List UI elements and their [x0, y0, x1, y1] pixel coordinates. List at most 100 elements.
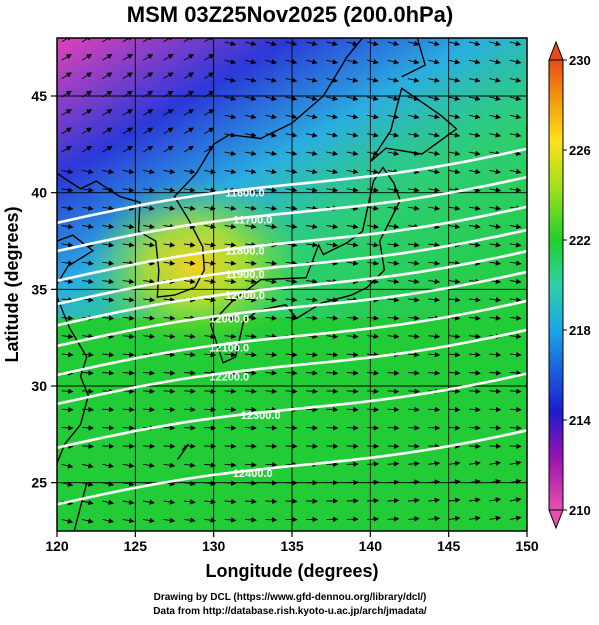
y-tick-label: 25 — [31, 475, 47, 491]
wind-arrow — [265, 315, 278, 321]
wind-arrow — [468, 77, 481, 83]
wind-arrow — [204, 242, 217, 248]
wind-arrow — [306, 132, 318, 138]
contour-line — [57, 249, 527, 327]
wind-arrow — [102, 127, 113, 135]
wind-arrow — [326, 77, 339, 83]
wind-arrow — [448, 352, 461, 358]
wind-arrow — [407, 425, 420, 431]
wind-arrow — [265, 95, 277, 102]
wind-arrow — [102, 518, 115, 524]
wind-arrow — [306, 223, 318, 230]
wind-arrow — [244, 406, 257, 413]
wind-arrow — [509, 40, 522, 47]
wind-arrow — [82, 187, 94, 193]
wind-arrow — [407, 461, 420, 467]
wind-arrow — [224, 40, 237, 47]
wind-arrow — [387, 297, 400, 303]
wind-arrow — [122, 54, 133, 61]
wind-arrow — [326, 406, 339, 413]
wind-arrow — [143, 242, 155, 248]
x-tick-label: 145 — [437, 538, 461, 554]
wind-arrow — [509, 406, 522, 413]
wind-arrow — [82, 443, 94, 449]
wind-arrow — [448, 479, 461, 485]
wind-arrow — [367, 95, 379, 102]
wind-arrow — [407, 114, 420, 120]
wind-arrow — [509, 223, 522, 230]
wind-arrow — [61, 168, 74, 175]
wind-arrow — [387, 242, 400, 248]
wind-arrow — [143, 388, 155, 394]
wind-arrow — [224, 480, 237, 486]
wind-arrow — [265, 260, 278, 266]
wind-arrow — [346, 315, 359, 321]
x-tick-label: 150 — [515, 538, 539, 554]
wind-arrow — [468, 132, 481, 138]
wind-arrow — [244, 59, 257, 65]
x-tick-label: 130 — [202, 538, 226, 554]
wind-arrow — [244, 333, 257, 340]
wind-arrow — [306, 95, 318, 102]
wind-arrow — [367, 187, 379, 193]
wind-arrow — [82, 352, 94, 358]
wind-arrow — [326, 223, 339, 230]
wind-arrow — [285, 352, 298, 358]
y-tick-label: 30 — [31, 378, 47, 394]
wind-arrow — [448, 40, 461, 47]
wind-arrow — [102, 187, 115, 193]
wind-arrow — [265, 205, 278, 211]
wind-arrow — [204, 90, 215, 98]
contour-label: 12400.0 — [233, 468, 273, 480]
wind-arrow — [163, 352, 176, 358]
wind-arrow — [265, 278, 278, 285]
x-tick-label: 140 — [359, 538, 383, 554]
wind-arrow — [204, 278, 217, 285]
wind-arrow — [468, 114, 481, 120]
wind-arrow — [81, 499, 94, 506]
wind-arrow — [163, 462, 176, 468]
wind-arrow — [346, 425, 359, 431]
wind-arrow — [387, 95, 400, 102]
wind-arrow — [163, 205, 176, 211]
wind-arrow — [489, 315, 502, 321]
wind-arrow — [204, 480, 217, 487]
wind-arrow — [81, 127, 93, 135]
wind-arrow — [367, 260, 379, 266]
wind-arrow — [183, 90, 195, 98]
wind-arrow — [81, 72, 93, 79]
wind-arrow — [224, 205, 237, 211]
wind-arrow — [224, 242, 237, 248]
wind-arrow — [224, 132, 237, 138]
wind-arrow — [509, 95, 522, 102]
wind-arrow — [489, 223, 502, 230]
wind-arrow — [183, 145, 195, 153]
wind-arrow — [244, 40, 257, 47]
wind-arrow — [468, 460, 481, 467]
wind-arrow — [61, 518, 74, 524]
wind-arrow — [489, 370, 502, 376]
wind-arrow — [61, 481, 74, 487]
contour-line — [57, 372, 527, 449]
wind-arrow — [163, 333, 176, 340]
wind-arrow — [265, 187, 278, 193]
wind-arrow — [489, 187, 502, 193]
wind-arrow — [306, 242, 318, 248]
wind-arrow — [81, 518, 94, 524]
wind-arrow — [265, 333, 278, 340]
wind-arrow — [244, 370, 257, 376]
wind-arrow — [387, 315, 400, 321]
colorbar-tick-label: 218 — [569, 323, 591, 338]
wind-arrow — [407, 40, 420, 47]
wind-arrow — [346, 95, 359, 102]
wind-arrow — [163, 145, 174, 153]
wind-arrow — [407, 370, 420, 376]
contour-label: 11700.0 — [233, 215, 272, 227]
wind-arrow — [509, 59, 522, 65]
wind-arrow — [346, 260, 359, 266]
wind-arrow — [122, 352, 135, 358]
wind-arrow — [265, 480, 278, 486]
wind-arrow — [142, 145, 154, 153]
wind-arrow — [367, 132, 379, 138]
wind-arrow — [163, 388, 176, 394]
